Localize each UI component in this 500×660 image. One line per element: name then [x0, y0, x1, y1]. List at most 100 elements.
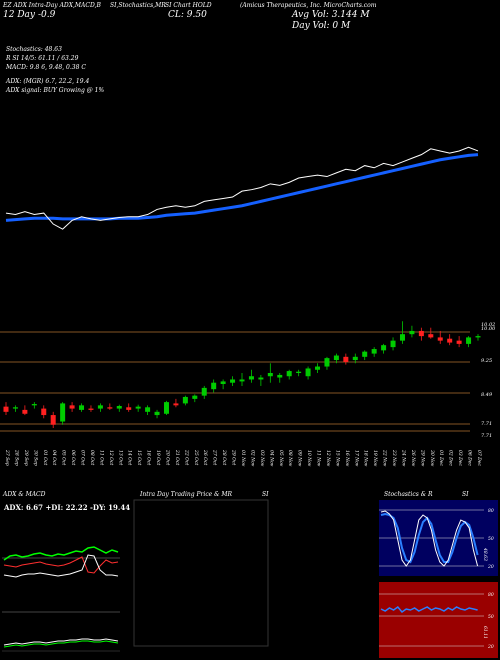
candle-body	[315, 366, 321, 370]
price-axis-label: 10.00	[481, 326, 496, 332]
header-mid-text: SI,Stochastics,MR	[110, 2, 166, 9]
adx-panel-title: ADX & MACD	[3, 491, 46, 498]
candle-body	[399, 334, 405, 341]
candle-body	[286, 371, 292, 377]
price-axis-label: 9.25	[481, 358, 492, 364]
candle-body	[466, 337, 472, 344]
candle-body	[371, 349, 377, 354]
date-label: 05 Nov	[278, 450, 284, 467]
stoch-k-line	[380, 510, 479, 567]
date-label: 20 Oct	[164, 449, 170, 465]
date-label: 27 Sep	[4, 449, 10, 466]
candle-body	[201, 387, 207, 396]
stoch-panel-si: SI	[462, 491, 469, 498]
candle-body	[116, 406, 122, 409]
rsi-tick-label: 20	[487, 644, 494, 650]
date-label: 18 Nov	[363, 450, 369, 467]
header-avg-vol: Avg Vol: 3.144 M	[292, 10, 370, 20]
price-axis-label: 7.71	[481, 433, 492, 439]
stoch-tick-label: 20	[487, 564, 494, 570]
date-label: 17 Nov	[353, 450, 359, 467]
candle-body	[79, 405, 85, 410]
candle-body	[475, 336, 481, 338]
intraday-panel-si: SI	[262, 491, 269, 498]
date-label: 26 Nov	[410, 449, 416, 467]
candle-body	[390, 340, 396, 348]
candle-body	[381, 345, 387, 351]
macd-readout: MACD: 9.8 6, 9.48, 0.38 C	[6, 64, 86, 71]
date-label: 04 Oct	[51, 450, 57, 465]
date-label: 08 Nov	[287, 450, 293, 467]
candle-body	[12, 407, 18, 409]
date-label: 10 Nov	[306, 450, 312, 467]
header-left-text: EZ ADX Intra-Day ADX,MACD,B	[3, 2, 101, 9]
candle-body	[41, 408, 47, 416]
date-label: 14 Oct	[127, 450, 133, 465]
moving-average-line	[5, 153, 479, 222]
date-label: 29 Sep	[23, 449, 29, 466]
candle-body	[31, 404, 37, 406]
date-label: 15 Nov	[334, 450, 340, 467]
date-label: 16 Nov	[344, 450, 350, 467]
candle-body	[154, 411, 160, 416]
date-label: 06 Oct	[70, 450, 76, 465]
date-label: 05 Oct	[61, 450, 67, 465]
header-close: CL: 9.50	[168, 10, 207, 20]
rsi-readout-label: 61.11	[482, 626, 488, 639]
rsi-tick-label: 50	[488, 614, 494, 620]
date-label: 07 Oct	[80, 450, 86, 465]
candle-body	[248, 376, 254, 380]
date-label: 09 Nov	[297, 450, 303, 467]
date-label: 19 Nov	[372, 450, 378, 467]
candle-body	[22, 409, 28, 414]
candle-body	[277, 374, 283, 378]
date-label: 30 Sep	[32, 450, 38, 466]
date-label: 01 Dec	[438, 450, 444, 466]
date-label: 01 Nov	[240, 450, 246, 467]
adx-panel-values: ADX: 6.67 +DI: 22.22 -DY: 19.44	[4, 503, 131, 512]
date-label: 29 Oct	[231, 449, 237, 465]
date-label: 02 Nov	[249, 450, 255, 467]
date-label: 27 Oct	[212, 449, 218, 465]
candle-body	[362, 351, 368, 357]
rsi-readout: R SI 14/5: 61.11 / 63.29	[6, 55, 79, 62]
date-label: 11 Oct	[98, 450, 104, 465]
candle-body	[230, 379, 236, 383]
candle-body	[211, 382, 217, 390]
candle-body	[60, 403, 66, 422]
stoch-tick-label: 80	[488, 508, 494, 514]
date-label: 11 Nov	[316, 450, 322, 467]
candle-body	[88, 408, 94, 410]
stoch-readout-label: 48.63	[482, 547, 488, 561]
candle-body	[69, 405, 75, 409]
date-label: 06 Dec	[467, 450, 473, 466]
macd-signal-line	[3, 640, 119, 648]
intraday-panel-title: Intra Day Trading Price & MR	[140, 491, 233, 498]
candle-body	[267, 373, 273, 377]
date-label: 21 Oct	[174, 449, 180, 465]
price-axis-label: 8.49	[481, 392, 493, 398]
date-label: 04 Nov	[268, 450, 274, 467]
rsi-panel-bg	[379, 582, 498, 658]
adx-signal: ADX signal: BUY Growing @ 1%	[6, 87, 105, 94]
candle-body	[97, 405, 103, 409]
date-label: 02 Dec	[448, 450, 454, 466]
close-price-line	[5, 146, 479, 230]
date-label: 13 Oct	[117, 450, 123, 465]
candle-body	[107, 407, 113, 409]
candle-body	[163, 402, 169, 414]
candle-body	[343, 356, 349, 362]
candle-body	[126, 407, 132, 410]
date-label: 23 Nov	[391, 449, 397, 467]
candle-body	[324, 358, 330, 367]
date-label: 03 Dec	[457, 450, 463, 466]
intraday-panel	[133, 499, 269, 647]
candle-body	[173, 403, 179, 406]
date-label: 24 Nov	[400, 449, 406, 467]
date-label: 25 Oct	[193, 449, 199, 465]
stochastics-readout: Stochastics: 48.63	[6, 46, 62, 53]
candle-body	[258, 377, 264, 380]
date-label: 22 Nov	[382, 449, 388, 467]
date-label: 18 Oct	[146, 450, 152, 465]
